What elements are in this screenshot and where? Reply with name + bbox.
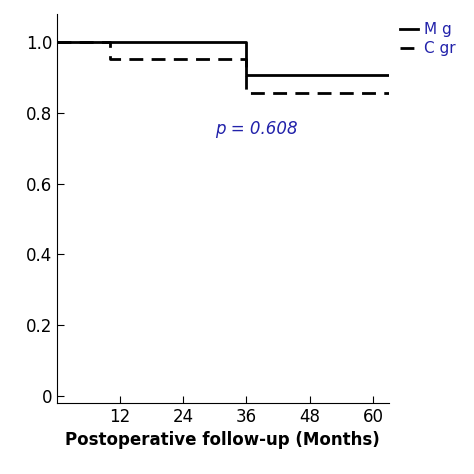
X-axis label: Postoperative follow-up (Months): Postoperative follow-up (Months): [65, 431, 380, 449]
Legend: M g, C gr: M g, C gr: [400, 22, 456, 56]
Text: p = 0.608: p = 0.608: [215, 120, 298, 138]
